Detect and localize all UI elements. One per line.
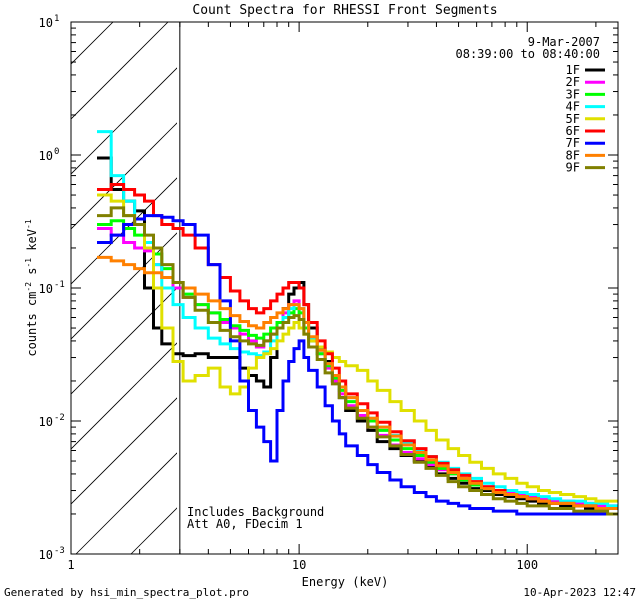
hatch-line xyxy=(71,122,177,230)
legend-label: 1F xyxy=(566,63,580,77)
legend-label: 2F xyxy=(566,75,580,89)
hatch-region xyxy=(0,0,177,554)
legend-label: 8F xyxy=(566,148,580,162)
hatch-line xyxy=(130,507,177,554)
hatch-line xyxy=(71,287,177,395)
legend-label: 6F xyxy=(566,124,580,138)
hatch-line xyxy=(71,397,177,505)
y-tick-label: 10 xyxy=(39,415,53,429)
y-tick-exponent: 0 xyxy=(54,147,59,157)
legend-label: 9F xyxy=(566,161,580,175)
series-7F xyxy=(97,214,618,516)
legend-label: 7F xyxy=(566,136,580,150)
x-tick-label: 100 xyxy=(516,558,538,572)
hatch-line xyxy=(71,342,177,450)
x-ticks: 1 10 100 xyxy=(67,22,597,572)
y-tick-label: 10 xyxy=(39,548,53,562)
hatch-line xyxy=(71,232,177,340)
y-tick-exponent: -3 xyxy=(54,546,65,556)
series-6F xyxy=(97,183,618,510)
date-label: 9-Mar-2007 xyxy=(528,35,600,49)
x-tick-label: 10 xyxy=(292,558,306,572)
y-tick-label: 10 xyxy=(39,149,53,163)
series-lines xyxy=(97,130,618,516)
series-9F xyxy=(97,206,618,516)
footer-generated: Generated by hsi_min_spectra_plot.pro xyxy=(4,586,249,599)
annotation-background: Includes Background xyxy=(187,505,324,519)
footer-timestamp: 10-Apr-2023 12:47 xyxy=(523,586,636,599)
x-axis-label: Energy (keV) xyxy=(302,575,389,589)
series-8F xyxy=(97,255,618,510)
legend-label: 4F xyxy=(566,100,580,114)
hatch-line xyxy=(71,22,169,120)
annotation-attenuator: Att A0, FDecim 1 xyxy=(187,517,303,531)
hatch-line xyxy=(0,0,111,554)
y-tick-exponent: -1 xyxy=(54,280,65,290)
x-tick-label: 1 xyxy=(67,558,74,572)
y-tick-exponent: -2 xyxy=(54,413,65,423)
y-axis-label: counts cm-2 s-1 keV-1 xyxy=(24,219,39,356)
legend-label: 3F xyxy=(566,87,580,101)
y-tick-label: 10 xyxy=(39,282,53,296)
y-tick-label: 10 xyxy=(39,16,53,30)
time-range-label: 08:39:00 to 08:40:00 xyxy=(456,47,601,61)
legend-label: 5F xyxy=(566,112,580,126)
y-tick-exponent: 1 xyxy=(54,14,59,24)
chart-title: Count Spectra for RHESSI Front Segments xyxy=(192,3,497,18)
